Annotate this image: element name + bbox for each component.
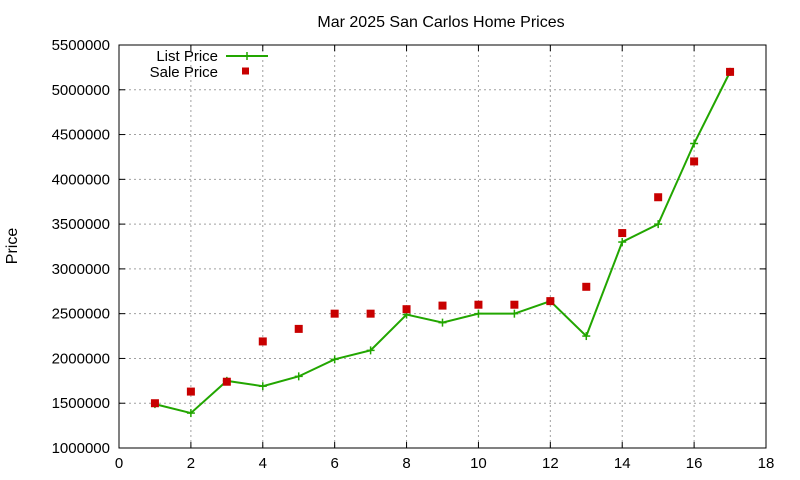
data-point-list-price [618, 238, 627, 247]
chart-title: Mar 2025 San Carlos Home Prices [317, 14, 564, 31]
data-point-sale-price [654, 193, 663, 202]
plot-frame [118, 44, 767, 449]
data-point-list-price [582, 332, 591, 341]
data-point-sale-price [510, 300, 519, 309]
data-point-list-price [474, 309, 483, 318]
data-point-sale-price [366, 309, 375, 318]
legend-label-sale-price: Sale Price [150, 64, 218, 81]
data-point-list-price [258, 382, 267, 391]
grid [119, 45, 766, 448]
data-point-sale-price [474, 300, 483, 309]
y-tick-label: 3500000 [52, 216, 110, 233]
x-tick-label: 0 [115, 455, 123, 472]
y-tick-label: 5000000 [52, 82, 110, 99]
y-tick-label: 1000000 [52, 440, 110, 457]
x-tick-label: 4 [259, 455, 267, 472]
y-tick-label: 3000000 [52, 261, 110, 278]
x-tick-label: 6 [330, 455, 338, 472]
legend-marker-list-price [243, 52, 251, 60]
x-tick-label: 8 [402, 455, 410, 472]
data-point-list-price [366, 346, 375, 355]
legend: List Price Sale Price [150, 48, 268, 81]
data-point-list-price [510, 309, 519, 318]
data-point-sale-price [186, 387, 195, 396]
data-point-sale-price [150, 399, 159, 408]
data-point-list-price [654, 220, 663, 229]
data-point-sale-price [258, 337, 267, 346]
data-point-list-price [690, 139, 699, 148]
y-tick-label: 5500000 [52, 37, 110, 54]
series-list-price [150, 67, 735, 418]
data-point-sale-price [690, 157, 699, 166]
legend-label-list-price: List Price [156, 48, 218, 65]
x-tick-label: 18 [758, 455, 775, 472]
data-point-sale-price [330, 309, 339, 318]
data-point-sale-price [618, 229, 627, 238]
y-tick-label: 4000000 [52, 171, 110, 188]
data-point-sale-price [294, 324, 303, 333]
x-tick-label: 16 [686, 455, 703, 472]
data-point-list-price [330, 355, 339, 364]
data-point-sale-price [222, 377, 231, 386]
series-line-list-price [154, 71, 731, 415]
series-sale-price [150, 67, 735, 408]
data-point-sale-price [438, 301, 447, 310]
y-tick-label: 4500000 [52, 127, 110, 144]
y-tick-label: 2500000 [52, 306, 110, 323]
data-point-sale-price [726, 67, 735, 76]
legend-plus-marker [243, 52, 251, 60]
x-tick-label: 2 [187, 455, 195, 472]
legend-marker-sale-price [242, 67, 249, 75]
data-point-sale-price [546, 297, 555, 306]
series [150, 67, 735, 418]
y-tick-label: 1500000 [52, 395, 110, 412]
data-point-sale-price [402, 305, 411, 314]
x-tick-label: 10 [470, 455, 487, 472]
y-axis-label: Price [4, 228, 21, 265]
axis-ticks: 0 2 4 6 8 10 12 14 16 18 1000000 1500000 2000000 2500… [52, 37, 775, 472]
x-tick-label: 14 [614, 455, 631, 472]
y-tick-label: 2000000 [52, 350, 110, 367]
data-point-list-price [186, 409, 195, 418]
data-point-sale-price [582, 282, 591, 291]
data-point-list-price [438, 318, 447, 327]
x-tick-label: 12 [542, 455, 559, 472]
data-point-list-price [294, 372, 303, 381]
